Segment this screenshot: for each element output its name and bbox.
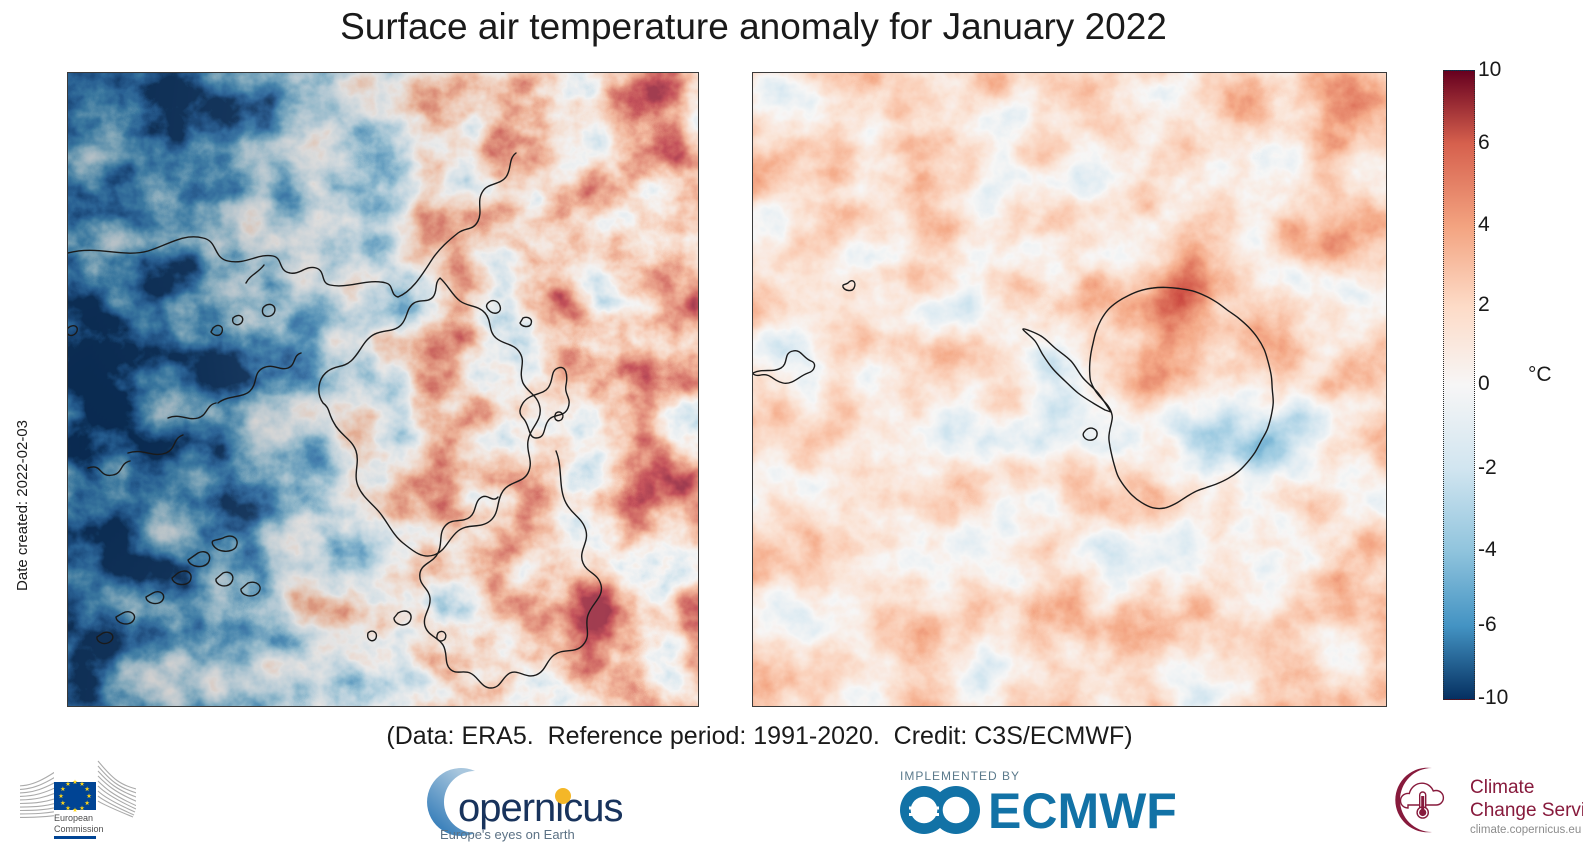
svg-text:Europe's eyes on Earth: Europe's eyes on Earth: [440, 827, 575, 842]
svg-text:opernicus: opernicus: [458, 786, 622, 830]
svg-text:climate.copernicus.eu: climate.copernicus.eu: [1470, 824, 1581, 836]
svg-text:Commission: Commission: [54, 824, 104, 834]
svg-text:ECMWF: ECMWF: [988, 783, 1177, 839]
svg-text:Change Service: Change Service: [1470, 800, 1583, 821]
svg-text:Climate: Climate: [1470, 777, 1534, 798]
svg-text:European: European: [54, 813, 93, 823]
svg-text:IMPLEMENTED BY: IMPLEMENTED BY: [900, 769, 1020, 783]
